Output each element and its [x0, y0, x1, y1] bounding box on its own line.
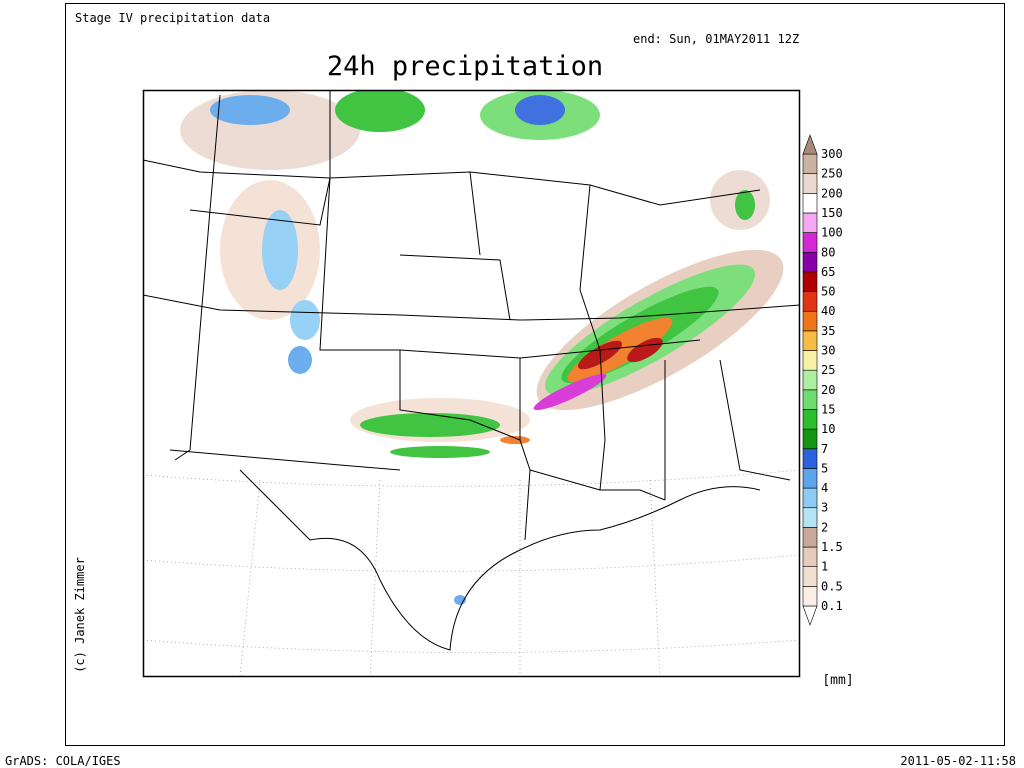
colorbar-label: 100	[821, 226, 843, 240]
colorbar-label: 0.5	[821, 579, 843, 593]
colorbar-label: 150	[821, 206, 843, 220]
colorbar-label: 50	[821, 285, 835, 299]
colorbar-box	[802, 428, 818, 450]
colorbar-label: 7	[821, 442, 828, 456]
colorbar-label: 80	[821, 245, 835, 259]
credit: (c) Janek Zimmer	[73, 557, 87, 673]
colorbar-label: 30	[821, 344, 835, 358]
colorbar-label: 65	[821, 265, 835, 279]
colorbar-label: 0.1	[821, 599, 843, 613]
colorbar-box	[802, 193, 818, 214]
colorbar-box	[802, 330, 818, 351]
colorbar-box	[802, 389, 818, 410]
colorbar-box	[802, 468, 818, 489]
colorbar-label: 1.5	[821, 540, 843, 554]
colorbar-low-triangle	[802, 605, 818, 626]
colorbar-label: 20	[821, 383, 835, 397]
page-frame	[65, 3, 1005, 746]
legend-unit: [mm]	[822, 673, 853, 688]
end-time: end: Sun, 01MAY2011 12Z	[633, 32, 799, 46]
colorbar-high-triangle	[802, 134, 818, 155]
colorbar-box	[802, 251, 818, 273]
colorbar-label: 4	[821, 481, 828, 495]
state-borders	[143, 90, 800, 677]
software-label: GrADS: COLA/IGES	[5, 754, 121, 768]
colorbar-box	[802, 409, 818, 430]
colorbar-box	[802, 527, 818, 548]
map	[142, 89, 801, 678]
colorbar-label: 300	[821, 147, 843, 161]
colorbar-box	[802, 566, 818, 587]
colorbar-label: 250	[821, 167, 843, 181]
precip-field	[180, 90, 784, 605]
colorbar-label: 40	[821, 304, 835, 318]
colorbar-label: 25	[821, 363, 835, 377]
source-label: Stage IV precipitation data	[75, 11, 270, 25]
colorbar-box	[802, 546, 818, 567]
colorbar-box	[802, 173, 818, 194]
map-title: 24h precipitation	[327, 51, 603, 82]
colorbar-box	[802, 212, 818, 233]
colorbar-box	[802, 448, 818, 469]
colorbar-box	[802, 507, 818, 528]
colorbar-label: 200	[821, 186, 843, 200]
colorbar-label: 10	[821, 422, 835, 436]
colorbar-box	[802, 271, 818, 292]
colorbar-box	[802, 291, 818, 312]
colorbar-label: 5	[821, 461, 828, 475]
colorbar-box	[802, 350, 818, 371]
colorbar-box	[802, 153, 818, 174]
colorbar-label: 2	[821, 520, 828, 534]
colorbar: 0.1 0.5 1 1.5 2 3 4 5 7 10 15 20 25 30 35 40 50 65 80 100 15…	[802, 134, 843, 626]
colorbar-box	[802, 487, 818, 509]
graticule	[143, 469, 800, 677]
colorbar-box	[802, 310, 818, 332]
colorbar-label: 3	[821, 501, 828, 515]
colorbar-box	[802, 232, 818, 253]
colorbar-label: 1	[821, 560, 828, 574]
map-frame	[142, 89, 801, 678]
timestamp: 2011-05-02-11:58	[900, 754, 1016, 768]
colorbar-label: 35	[821, 324, 835, 338]
colorbar-box	[802, 369, 818, 391]
colorbar-label: 15	[821, 402, 835, 416]
colorbar-box	[802, 586, 818, 607]
